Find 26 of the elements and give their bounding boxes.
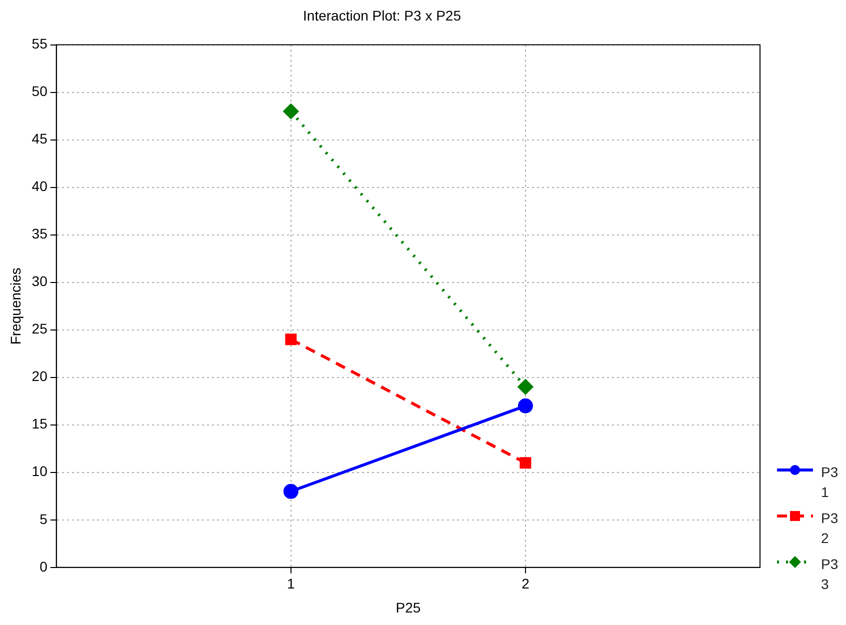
y-tick-label: 55 [32,36,48,52]
y-tick-label: 45 [32,130,48,147]
point [518,398,533,414]
y-axis-title: Frequencies [7,268,24,345]
y-tick-label: 30 [32,273,48,290]
point [285,334,297,346]
y-tick-label: 10 [32,463,48,480]
point [283,104,298,119]
point [518,379,533,394]
y-tick-label: 25 [32,320,48,337]
y-tick-label: 5 [40,510,48,527]
y-tick-label: 40 [32,178,48,194]
point [283,484,298,499]
legend-label: P3 2 [821,509,840,548]
y-tick-label: 50 [32,83,48,100]
y-tick-label: 35 [32,226,48,242]
y-tick-label: 20 [32,368,48,384]
y-tick-label: 0 [40,558,48,574]
x-axis-title: P25 [396,599,421,616]
legend-label: P3 3 [821,555,840,594]
chart-title: Interaction Plot: P3 x P25 [303,7,462,24]
point [520,457,532,469]
y-tick-label: 15 [32,416,48,432]
legend-label: P3 1 [821,463,840,502]
x-tick-label: 1 [287,576,296,592]
x-tick-label: 2 [522,576,530,592]
